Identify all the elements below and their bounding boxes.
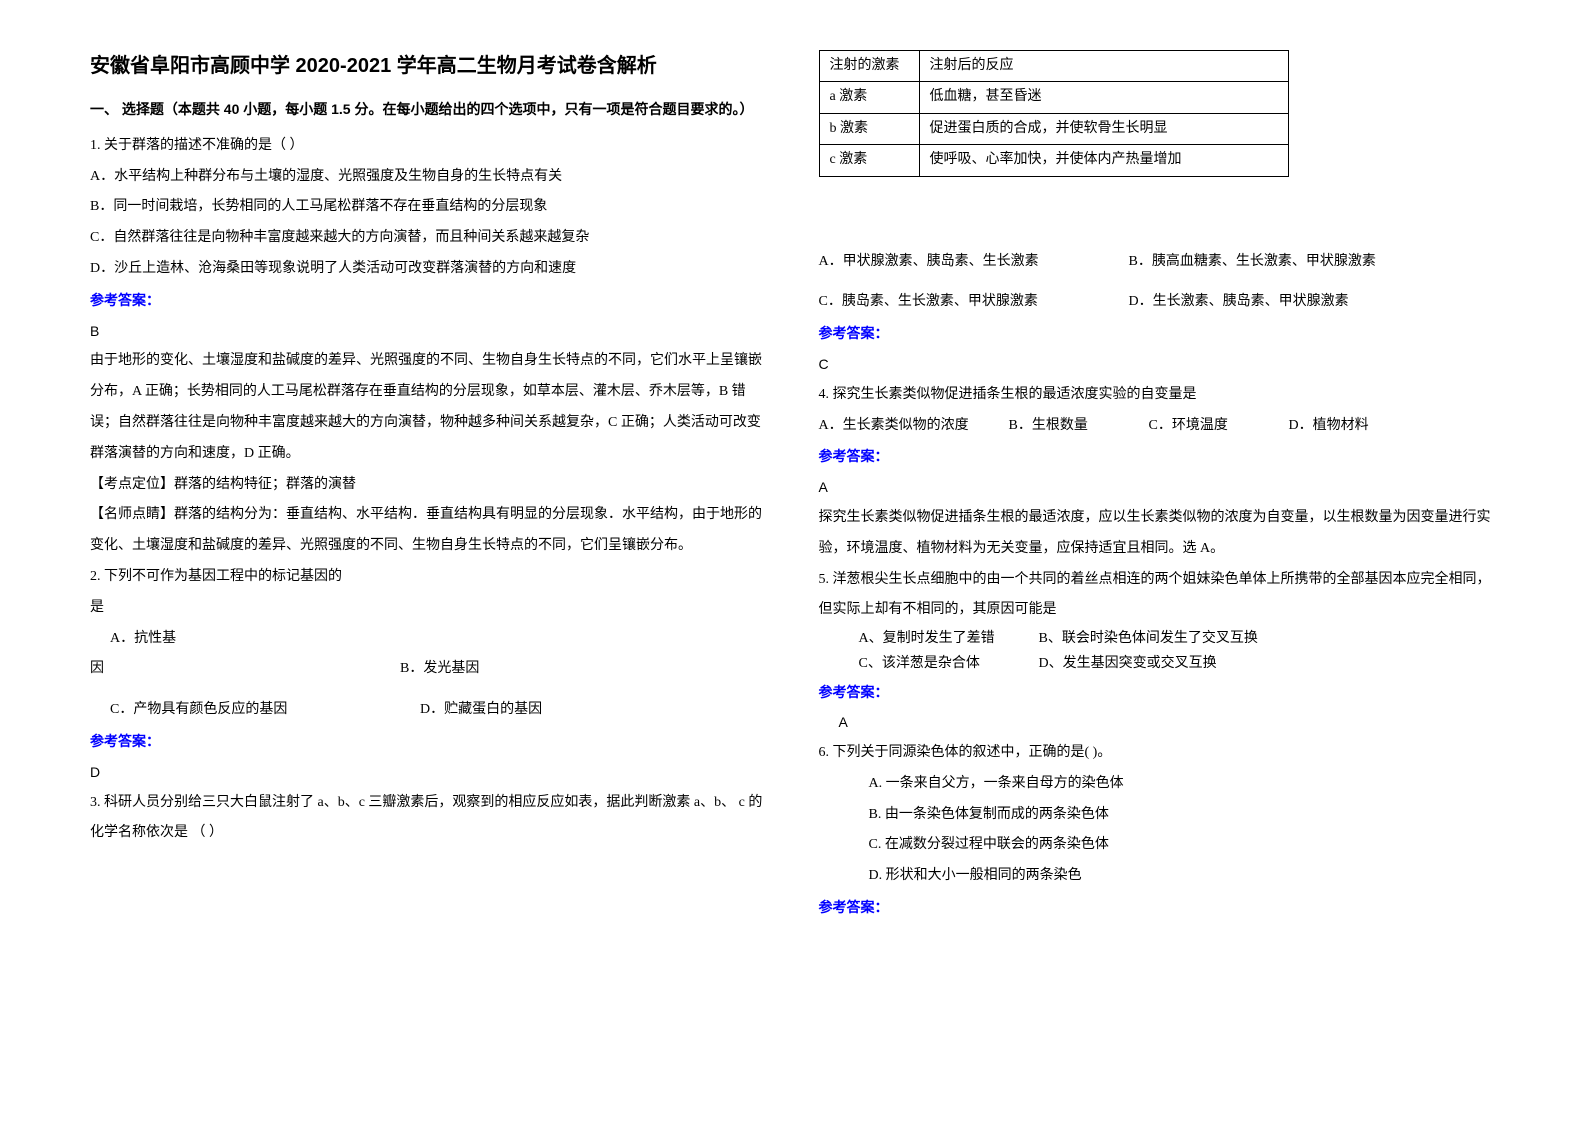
q3-row-CD: C．胰岛素、生长激素、甲状腺激素 D．生长激素、胰岛素、甲状腺激素 (819, 287, 1498, 318)
q4-optD: D．植物材料 (1289, 411, 1369, 442)
right-column: 注射的激素 注射后的反应 a 激素 低血糖，甚至昏迷 b 激素 促进蛋白质的合成… (819, 50, 1498, 1072)
q3-optC: C．胰岛素、生长激素、甲状腺激素 (819, 287, 1129, 318)
q2-optA-cont: 因 (90, 654, 400, 685)
page-title: 安徽省阜阳市高顾中学 2020-2021 学年高二生物月考试卷含解析 (90, 50, 769, 82)
q2-answer-label: 参考答案： (90, 726, 769, 757)
q3-optB: B．胰高血糖素、生长激素、甲状腺激素 (1129, 247, 1376, 278)
q4-answer-label: 参考答案： (819, 441, 1498, 472)
q3-stem: 3. 科研人员分别给三只大白鼠注射了 a、b、c 三瓣激素后，观察到的相应反应如… (90, 788, 769, 850)
q4-answer: A (819, 472, 1498, 503)
q3-answer-label: 参考答案： (819, 318, 1498, 349)
q5-optC: C、该洋葱是杂合体 (859, 651, 1039, 676)
q5-optD: D、发生基因突变或交叉互换 (1039, 651, 1217, 676)
q1-answer: B (90, 316, 769, 347)
table-row: 注射的激素 注射后的反应 (819, 51, 1288, 82)
q2-optA: A．抗性基 (110, 624, 769, 655)
q6-optC: C. 在减数分裂过程中联会的两条染色体 (869, 830, 1498, 861)
table-row: c 激素 使呼吸、心率加快，并使体内产热量增加 (819, 145, 1288, 176)
q2-row-CD: C．产物具有颜色反应的基因 D．贮藏蛋白的基因 (90, 695, 769, 726)
q5-optB: B、联会时染色体间发生了交叉互换 (1039, 626, 1258, 651)
q1-optC: C．自然群落往往是向物种丰富度越来越大的方向演替，而且种间关系越来越复杂 (90, 223, 769, 254)
q6-optA: A. 一条来自父方，一条来自母方的染色体 (869, 769, 1498, 800)
q5-answer-label: 参考答案： (819, 677, 1498, 708)
section-header: 一、 选择题（本题共 40 小题，每小题 1.5 分。在每小题给出的四个选项中，… (90, 94, 769, 125)
q2-optD: D．贮藏蛋白的基因 (420, 695, 542, 726)
q4-stem: 4. 探究生长素类似物促进插条生根的最适浓度实验的自变量是 (819, 380, 1498, 411)
q2-row-AB: 因 B．发光基因 (90, 654, 769, 685)
table-row: b 激素 促进蛋白质的合成，并使软骨生长明显 (819, 113, 1288, 144)
q3-optA: A．甲状腺激素、胰岛素、生长激素 (819, 247, 1129, 278)
q1-stem: 1. 关于群落的描述不准确的是（ ） (90, 131, 769, 162)
q4-options: A．生长素类似物的浓度 B．生根数量 C．环境温度 D．植物材料 (819, 411, 1498, 442)
q2-optB: B．发光基因 (400, 654, 479, 685)
q6-answer-label: 参考答案： (819, 892, 1498, 923)
q6-optD: D. 形状和大小一般相同的两条染色 (869, 861, 1498, 892)
q2-optC: C．产物具有颜色反应的基因 (110, 695, 420, 726)
q2-stem1: 2. 下列不可作为基因工程中的标记基因的 (90, 562, 769, 593)
q6-stem: 6. 下列关于同源染色体的叙述中，正确的是( )。 (819, 738, 1498, 769)
q1-exp3: 【名师点睛】群落的结构分为：垂直结构、水平结构．垂直结构具有明显的分层现象．水平… (90, 500, 769, 562)
q1-exp1: 由于地形的变化、土壤湿度和盐碱度的差异、光照强度的不同、生物自身生长特点的不同，… (90, 346, 769, 469)
cell-b2: 促进蛋白质的合成，并使软骨生长明显 (919, 113, 1288, 144)
table-header-2: 注射后的反应 (919, 51, 1288, 82)
q5-answer: A (839, 707, 1498, 738)
q4-optA: A．生长素类似物的浓度 (819, 411, 1009, 442)
q2-stem2: 是 (90, 593, 769, 624)
q1-answer-label: 参考答案： (90, 285, 769, 316)
cell-a1: a 激素 (819, 82, 919, 113)
q4-optB: B．生根数量 (1009, 411, 1149, 442)
q1-optA: A．水平结构上种群分布与土壤的湿度、光照强度及生物自身的生长特点有关 (90, 162, 769, 193)
table-header-1: 注射的激素 (819, 51, 919, 82)
q1-optD: D．沙丘上造林、沧海桑田等现象说明了人类活动可改变群落演替的方向和速度 (90, 254, 769, 285)
q1-exp2: 【考点定位】群落的结构特征；群落的演替 (90, 470, 769, 501)
q1-optB: B．同一时间栽培，长势相同的人工马尾松群落不存在垂直结构的分层现象 (90, 192, 769, 223)
table-row: a 激素 低血糖，甚至昏迷 (819, 82, 1288, 113)
q4-exp: 探究生长素类似物促进插条生根的最适浓度，应以生长素类似物的浓度为自变量，以生根数… (819, 503, 1498, 565)
q6-optB: B. 由一条染色体复制而成的两条染色体 (869, 800, 1498, 831)
q5-optA: A、复制时发生了差错 (859, 626, 1039, 651)
q3-optD: D．生长激素、胰岛素、甲状腺激素 (1129, 287, 1349, 318)
q3-table: 注射的激素 注射后的反应 a 激素 低血糖，甚至昏迷 b 激素 促进蛋白质的合成… (819, 50, 1289, 177)
q5-stem: 5. 洋葱根尖生长点细胞中的由一个共同的着丝点相连的两个姐妹染色单体上所携带的全… (819, 565, 1498, 627)
q5-row-CD: C、该洋葱是杂合体 D、发生基因突变或交叉互换 (859, 651, 1498, 676)
cell-a2: 低血糖，甚至昏迷 (919, 82, 1288, 113)
q5-row-AB: A、复制时发生了差错 B、联会时染色体间发生了交叉互换 (859, 626, 1498, 651)
cell-c1: c 激素 (819, 145, 919, 176)
q4-optC: C．环境温度 (1149, 411, 1289, 442)
q3-row-AB: A．甲状腺激素、胰岛素、生长激素 B．胰高血糖素、生长激素、甲状腺激素 (819, 247, 1498, 278)
left-column: 安徽省阜阳市高顾中学 2020-2021 学年高二生物月考试卷含解析 一、 选择… (90, 50, 769, 1072)
q3-answer: C (819, 349, 1498, 380)
q2-answer: D (90, 757, 769, 788)
cell-c2: 使呼吸、心率加快，并使体内产热量增加 (919, 145, 1288, 176)
cell-b1: b 激素 (819, 113, 919, 144)
